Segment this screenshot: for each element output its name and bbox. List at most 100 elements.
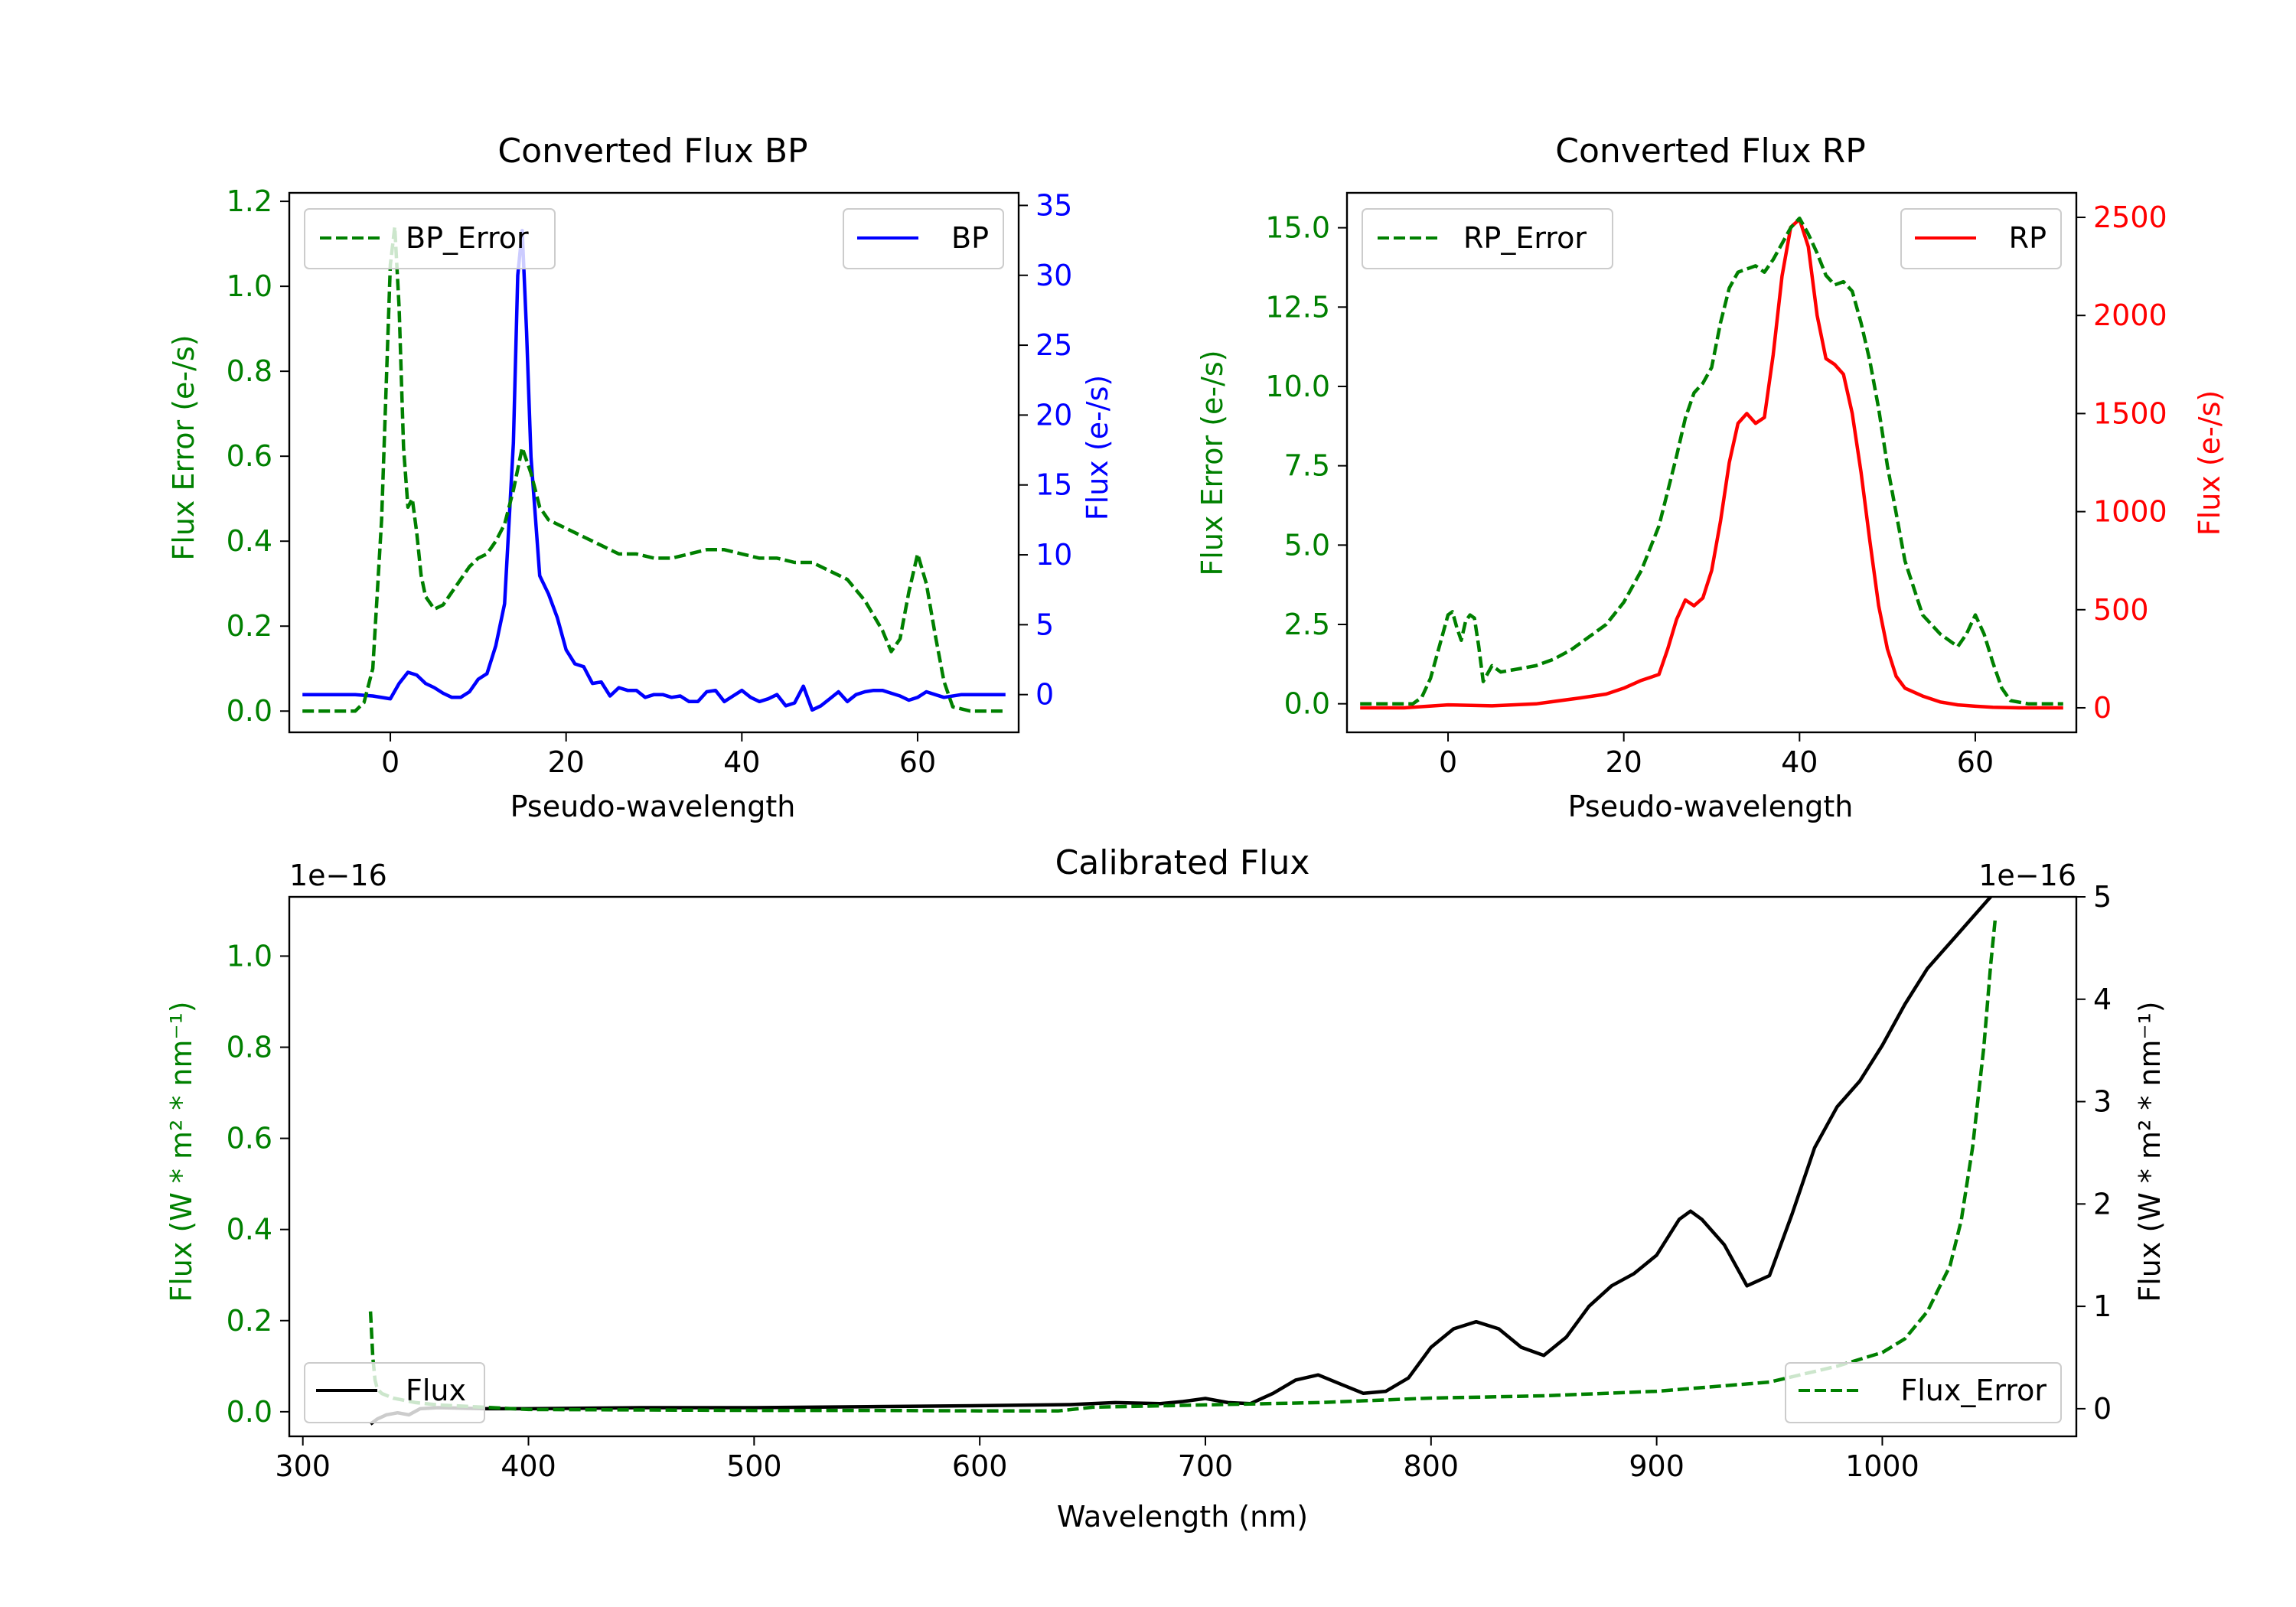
cal-ytick-left-label: 0.2 [227,1304,272,1338]
rp-legend-right-box [1900,208,2062,269]
bp-ytick-right-label: 0 [1035,678,1054,712]
cal-ytick-left-label: 1.0 [227,939,272,973]
cal-ytick-right-label: 3 [2093,1085,2112,1119]
rp-xtick-label: 0 [1439,745,1457,779]
bp-xtick-label: 0 [381,745,400,779]
rp-legend-right-label: RP [2009,221,2047,255]
cal-legend-left: Flux [304,1362,485,1423]
cal-xtick-label: 900 [1629,1449,1684,1483]
bp-ytick-left-label: 0.8 [227,354,272,388]
rp-xlabel: Pseudo-wavelength [1568,790,1854,823]
cal-ytick-right-label: 5 [2093,880,2112,914]
bp-xlabel: Pseudo-wavelength [510,790,796,823]
cal-xlabel: Wavelength (nm) [1057,1500,1308,1534]
rp-ytick-left-label: 7.5 [1284,449,1330,483]
rp-ytick-right-label: 1000 [2093,495,2167,529]
cal-offset-right: 1e−16 [1978,859,2076,892]
cal-legend-right-label: Flux_Error [1900,1374,2047,1407]
cal-ytick-right-label: 1 [2093,1289,2112,1323]
rp-ytick-left-label: 2.5 [1284,608,1330,641]
cal-xtick-label: 800 [1404,1449,1459,1483]
cal-ytick-left-label: 0.8 [227,1030,272,1064]
cal-offset-left: 1e−16 [289,859,387,892]
rp-lines [1360,216,2063,710]
rp-ytick-right-label: 500 [2093,593,2149,627]
bp-legend-right-box [843,208,1004,269]
cal-series-flux_error [368,919,1998,1413]
cal-legend-left-box [304,1362,485,1423]
rp-ytick-left-label: 15.0 [1265,211,1330,245]
cal-ytick-right-label: 2 [2093,1187,2112,1221]
cal-legend-right-box [1785,1362,2062,1423]
rp-series-rp [1360,217,2063,710]
bp-legend-left: BP_Error [304,208,556,269]
bp-ytick-right-label: 30 [1035,259,1072,292]
rp-legend-right: RP [1900,208,2062,269]
cal-ticks: 300 400 500 600 700 800 900 1000 0.0 0.2 0.4 0.6 0.8… [227,880,2112,1483]
rp-ytick-right-label: 1500 [2093,396,2167,430]
bp-ytick-left-label: 0.4 [227,524,272,558]
cal-legend-right: Flux_Error [1785,1362,2062,1423]
cal-ylabel-right: Flux (W * m² * nm⁻¹) [2133,1001,2167,1302]
cal-xtick-label: 1000 [1845,1449,1919,1483]
rp-series-rp_error [1360,216,2063,706]
bp-ticks: 0 20 40 60 0.0 0.2 0.4 0.6 0.8 1.0 1.2 0 5 10 15 20 25 30… [227,184,1073,779]
bp-ytick-right-label: 25 [1035,328,1072,362]
rp-xtick-label: 20 [1606,745,1642,779]
rp-ytick-right-label: 2500 [2093,200,2167,234]
rp-ytick-left-label: 10.0 [1265,370,1330,403]
bp-legend-right: BP [843,208,1004,269]
bp-xtick-label: 20 [548,745,585,779]
rp-ytick-left-label: 0.0 [1284,687,1330,721]
rp-ytick-right-label: 2000 [2093,298,2167,332]
bp-legend-left-box [304,208,556,269]
bp-ylabel-left: Flux Error (e-/s) [167,334,201,560]
rp-ytick-left-label: 12.5 [1265,290,1330,324]
cal-ytick-left-label: 0.6 [227,1122,272,1156]
rp-xtick-label: 60 [1957,745,1994,779]
bp-ytick-left-label: 0.0 [227,694,272,728]
bp-ylabel-right: Flux (e-/s) [1081,375,1114,520]
bp-plot-frame [288,191,1020,734]
bp-legend-right-label: BP [951,221,989,255]
cal-legend-left-label: Flux [406,1374,466,1407]
rp-ytick-left-label: 5.0 [1284,528,1330,562]
cal-ytick-right-label: 0 [2093,1392,2112,1426]
cal-xtick-label: 500 [726,1449,782,1483]
rp-ylabel-left: Flux Error (e-/s) [1195,350,1229,575]
bp-ytick-right-label: 20 [1035,398,1072,432]
bp-ytick-right-label: 15 [1035,468,1072,502]
bp-ytick-left-label: 0.6 [227,439,272,473]
rp-xtick-label: 40 [1781,745,1818,779]
cal-xtick-label: 300 [275,1449,331,1483]
rp-legend-left-box [1362,208,1613,269]
bp-series-bp [302,229,1006,712]
rp-ytick-right-label: 0 [2093,691,2112,725]
cal-ytick-left-label: 0.4 [227,1213,272,1247]
bp-xtick-label: 40 [723,745,760,779]
rp-legend-left-label: RP_Error [1463,221,1587,255]
cal-xtick-label: 600 [952,1449,1008,1483]
calibrated-panel: Calibrated Flux Wavelength (nm) 1e−16 1e… [165,843,2167,1534]
bp-ytick-right-label: 10 [1035,538,1072,572]
cal-series-flux [369,897,1993,1426]
rp-plot-frame [1345,191,2078,734]
bp-ytick-right-label: 5 [1035,608,1054,641]
bp-xtick-label: 60 [899,745,936,779]
cal-xtick-label: 400 [501,1449,556,1483]
cal-title: Calibrated Flux [1055,843,1310,882]
rp-title: Converted Flux RP [1555,132,1866,171]
bp-ytick-left-label: 0.2 [227,609,272,643]
bp-ytick-left-label: 1.2 [227,184,272,218]
rp-ticks: 0 20 40 60 0.0 2.5 5.0 7.5 10.0 12.5 15.0 0 500 1000 1… [1265,200,2167,779]
bp-lines [302,225,1006,713]
cal-ylabel-left: Flux (W * m² * nm⁻¹) [165,1001,198,1302]
rp-legend-left: RP_Error [1362,208,1613,269]
bp-title: Converted Flux BP [497,132,807,171]
cal-xtick-label: 700 [1178,1449,1234,1483]
cal-lines [368,897,1998,1426]
bp-series-bp_error [302,225,1006,713]
bp-panel: Converted Flux BP Pseudo-wavelength Flux… [167,132,1114,823]
rp-panel: Converted Flux RP Pseudo-wavelength Flux… [1195,132,2226,823]
